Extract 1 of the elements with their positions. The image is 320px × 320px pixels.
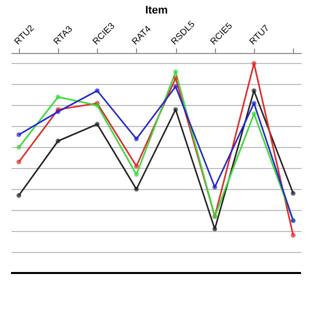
x-axis-title: Item — [145, 4, 168, 17]
